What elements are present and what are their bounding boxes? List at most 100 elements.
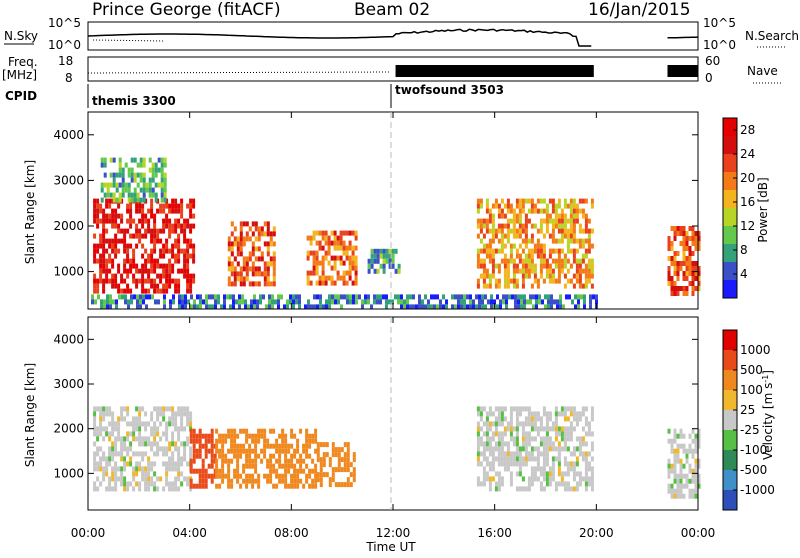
- data-cell: [221, 473, 225, 479]
- data-cell: [177, 248, 181, 254]
- data-cell: [509, 471, 513, 477]
- data-cell: [491, 238, 495, 244]
- data-cell: [331, 477, 335, 483]
- data-cell: [239, 236, 243, 242]
- data-cell: [324, 240, 328, 246]
- data-cell: [581, 208, 585, 214]
- data-cell: [171, 228, 175, 234]
- data-cell: [141, 213, 145, 219]
- data-cell: [676, 286, 680, 291]
- data-cell: [569, 218, 573, 224]
- data-cell: [494, 486, 498, 492]
- data-cell: [557, 228, 561, 234]
- data-cell: [485, 218, 489, 224]
- data-cell: [676, 448, 680, 454]
- data-cell: [233, 433, 237, 439]
- data-cell: [500, 406, 504, 412]
- data-cell: [227, 266, 231, 272]
- data-cell: [481, 299, 484, 305]
- data-cell: [584, 406, 588, 412]
- data-cell: [503, 456, 507, 462]
- data-cell: [397, 294, 400, 300]
- data-cell: [339, 275, 343, 281]
- data-cell: [343, 294, 346, 300]
- data-cell: [210, 478, 214, 484]
- data-cell: [539, 486, 543, 492]
- data-cell: [482, 268, 486, 274]
- data-cell: [287, 483, 291, 489]
- data-cell: [275, 443, 279, 449]
- data-cell: [168, 461, 172, 467]
- data-cell: [551, 208, 555, 214]
- data-cell: [667, 483, 671, 489]
- data-cell: [521, 421, 525, 427]
- data-cell: [563, 416, 567, 422]
- data-cell: [673, 271, 677, 276]
- data-cell: [479, 416, 483, 422]
- data-cell: [682, 251, 686, 256]
- data-cell: [165, 268, 169, 274]
- data-cell: [330, 265, 334, 271]
- data-cell: [171, 486, 175, 492]
- data-cell: [524, 446, 528, 452]
- data-cell: [109, 294, 112, 300]
- data-cell: [590, 263, 594, 269]
- data-cell: [506, 258, 510, 264]
- data-cell: [527, 451, 531, 457]
- data-cell: [530, 476, 534, 482]
- data-cell: [236, 448, 240, 454]
- data-cell: [691, 448, 695, 454]
- data-cell: [584, 486, 588, 492]
- data-cell: [494, 283, 498, 289]
- data-cell: [315, 240, 319, 246]
- data-cell: [688, 448, 692, 454]
- x-tick-label: 20:00: [579, 526, 614, 540]
- data-cell: [180, 203, 184, 209]
- data-cell: [177, 431, 181, 437]
- data-cell: [488, 238, 492, 244]
- data-cell: [539, 416, 543, 422]
- data-cell: [136, 172, 140, 178]
- data-cell: [171, 461, 175, 467]
- data-cell: [150, 278, 154, 284]
- data-cell: [114, 243, 118, 249]
- data-cell: [162, 283, 166, 289]
- data-cell: [578, 228, 582, 234]
- data-cell: [274, 299, 277, 305]
- data-cell: [327, 235, 331, 241]
- data-cell: [530, 263, 534, 269]
- data-cell: [141, 253, 145, 259]
- data-cell: [117, 283, 121, 289]
- data-cell: [242, 443, 246, 449]
- data-cell: [572, 406, 576, 412]
- data-cell: [120, 441, 124, 447]
- data-cell: [189, 288, 193, 294]
- data-cell: [490, 299, 493, 305]
- data-cell: [494, 471, 498, 477]
- data-cell: [293, 468, 297, 474]
- data-cell: [518, 228, 522, 234]
- data-cell: [682, 286, 686, 291]
- data-cell: [569, 223, 573, 229]
- data-cell: [248, 448, 252, 454]
- data-cell: [348, 275, 352, 281]
- data-cell: [186, 248, 190, 254]
- data-cell: [129, 243, 133, 249]
- data-cell: [144, 411, 148, 417]
- data-cell: [488, 446, 492, 452]
- data-cell: [245, 266, 249, 272]
- data-cell: [308, 438, 312, 444]
- data-cell: [578, 273, 582, 279]
- data-cell: [257, 483, 261, 489]
- data-cell: [694, 463, 698, 469]
- data-cell: [184, 294, 187, 300]
- data-cell: [325, 304, 328, 310]
- data-cell: [204, 438, 208, 444]
- data-cell: [688, 256, 692, 261]
- data-cell: [108, 278, 112, 284]
- data-cell: [488, 486, 492, 492]
- data-cell: [500, 411, 504, 417]
- data-cell: [523, 304, 526, 310]
- data-cell: [560, 446, 564, 452]
- data-cell: [168, 223, 172, 229]
